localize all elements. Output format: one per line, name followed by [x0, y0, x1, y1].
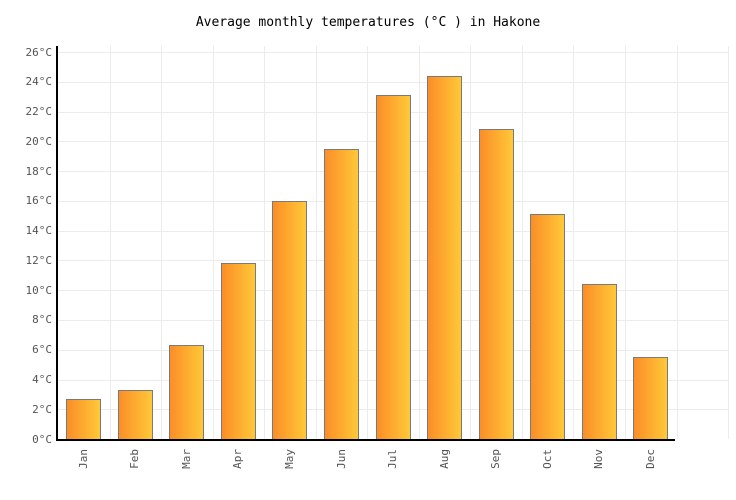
bar-apr[interactable]	[220, 263, 256, 439]
bar-oct[interactable]	[530, 214, 566, 439]
y-axis-label-14: 14°C	[25, 224, 53, 238]
y-axis-label-16: 16°C	[25, 194, 53, 208]
h-gridline-26	[58, 52, 728, 53]
x-axis-line	[56, 439, 675, 441]
v-gridline-7	[418, 46, 420, 439]
v-gridline-10	[573, 46, 575, 439]
x-axis-label-apr: Apr	[231, 449, 245, 469]
v-gridline-3	[212, 46, 214, 439]
bar-may[interactable]	[272, 200, 308, 439]
bar-aug[interactable]	[427, 75, 462, 439]
v-gridline-1	[109, 46, 111, 439]
y-axis-label-6: 6°C	[32, 343, 52, 357]
y-axis-line	[56, 46, 58, 441]
y-axis-label-0: 0°C	[32, 432, 52, 446]
x-axis-label-dec: Dec	[643, 449, 657, 469]
x-axis-label-sep: Sep	[489, 449, 503, 469]
bar-jan[interactable]	[66, 398, 102, 439]
bar-mar[interactable]	[169, 345, 205, 439]
bar-dec[interactable]	[633, 357, 669, 439]
x-axis-label-oct: Oct	[540, 449, 554, 469]
y-axis-label-12: 12°C	[25, 253, 53, 267]
x-axis-label-jul: Jul	[386, 449, 399, 469]
x-axis-label-aug: Aug	[437, 449, 451, 469]
x-axis-label-mar: Mar	[179, 449, 193, 469]
v-gridline-2	[161, 46, 163, 439]
v-gridline-11	[624, 46, 626, 439]
y-axis-label-10: 10°C	[25, 283, 53, 297]
y-axis-label-22: 22°C	[25, 105, 53, 118]
y-axis-label-18: 18°C	[25, 164, 53, 178]
y-axis-label-26: 26°C	[25, 45, 53, 59]
x-axis-label-nov: Nov	[592, 449, 606, 469]
v-gridline-6	[367, 46, 369, 439]
y-axis-label-20: 20°C	[25, 134, 53, 148]
y-axis-label-4: 4°C	[32, 373, 52, 386]
chart-title: Average monthly temperatures (°C ) in Ha…	[195, 15, 541, 30]
x-axis-label-jun: Jun	[334, 449, 348, 469]
y-axis-label-24: 24°C	[25, 75, 53, 89]
v-gridline-5	[315, 46, 317, 439]
v-gridline-13	[728, 46, 729, 439]
y-axis-label-2: 2°C	[32, 402, 52, 416]
x-axis-label-feb: Feb	[128, 449, 142, 469]
h-gridline-24	[58, 81, 728, 83]
v-gridline-12	[676, 46, 678, 439]
bar-jun[interactable]	[324, 148, 359, 440]
bar-nov[interactable]	[581, 284, 617, 439]
x-axis-label-jan: Jan	[76, 449, 90, 469]
v-gridline-8	[470, 46, 472, 439]
v-gridline-4	[264, 46, 266, 439]
bar-feb[interactable]	[117, 389, 153, 439]
x-axis-label-may: May	[282, 449, 296, 469]
v-gridline-9	[521, 46, 523, 439]
y-axis-label-8: 8°C	[32, 313, 52, 327]
bar-jul[interactable]	[375, 95, 411, 439]
bar-sep[interactable]	[478, 129, 514, 439]
